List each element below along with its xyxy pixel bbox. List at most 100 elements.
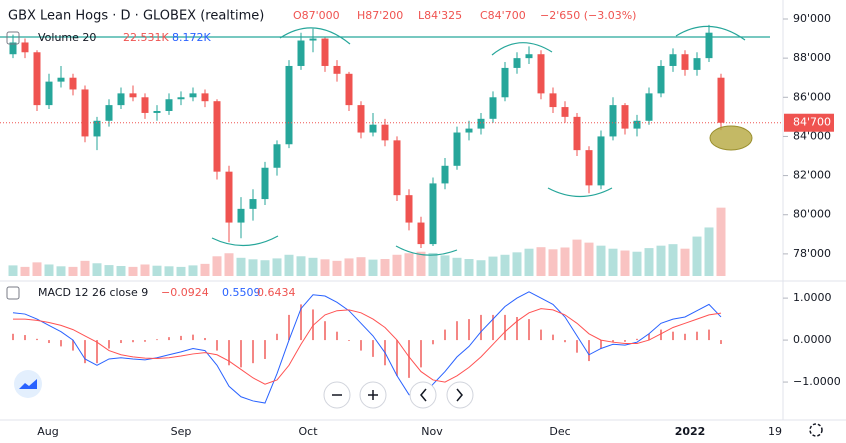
histogram-bar [36, 338, 38, 341]
candle-body [681, 54, 689, 70]
candle-body [129, 93, 137, 98]
volume-bar [464, 259, 474, 276]
scroll-right-button[interactable] [446, 381, 474, 409]
histogram-bar [48, 340, 50, 344]
volume-bar [500, 254, 510, 276]
candle-body [141, 97, 149, 113]
arc [279, 27, 351, 45]
histogram-bar [84, 340, 86, 364]
histogram-bar [660, 329, 662, 341]
histogram-bar [672, 331, 674, 341]
candle-body [225, 171, 233, 223]
ohlc-value: −2'650 (−3.03%) [540, 9, 636, 22]
settings-button[interactable] [809, 423, 823, 437]
arc [491, 42, 553, 56]
volume-bar [572, 239, 582, 276]
histogram-bar [228, 340, 230, 366]
volume-bar [392, 254, 402, 276]
histogram-bar [612, 340, 614, 343]
volume-bar [80, 260, 90, 276]
volume-bar [176, 266, 186, 276]
volume-bar [476, 260, 486, 276]
histogram-bar [408, 340, 410, 378]
icons [332, 388, 463, 402]
ohlc-value: L84'325 [418, 9, 462, 22]
candle-body [417, 222, 425, 245]
candle-body [597, 136, 605, 186]
volume-value: 22.531K [123, 31, 169, 44]
toolbar-icons [332, 388, 463, 402]
last-price-box [784, 113, 834, 132]
candle-body [237, 208, 245, 223]
candle-body [81, 89, 89, 137]
volume-bar [8, 265, 18, 276]
histogram-bar [348, 340, 350, 341]
y-tick-label: 84'000 [793, 129, 831, 142]
histogram-bar [492, 314, 494, 341]
macd-signal-value: 0.6434 [257, 286, 296, 299]
candle-body [717, 77, 725, 123]
volume-bar [344, 258, 354, 276]
histogram-bar [144, 340, 146, 342]
candle-body [33, 52, 41, 106]
candle-body [657, 65, 665, 94]
histogram-bar [720, 340, 722, 344]
volume-bar [452, 257, 462, 276]
y-tick-label: 82'000 [793, 169, 831, 182]
y-tick-label: 90'000 [793, 12, 831, 25]
histogram-bar [648, 333, 650, 341]
x-tick-label: Oct [298, 425, 318, 438]
volume-bar [260, 260, 270, 276]
collapse-button[interactable] [6, 31, 20, 45]
arc [395, 245, 458, 256]
histogram-bar [360, 340, 362, 351]
candle-body [441, 165, 449, 184]
logo [14, 370, 42, 398]
volume-bar [704, 227, 714, 276]
ellipse-drawing [709, 125, 753, 151]
candle-body [117, 93, 125, 106]
candle-body [189, 93, 197, 98]
x-tick-label: Nov [421, 425, 443, 438]
y-tick-label: 80'000 [793, 208, 831, 221]
volume-bar [236, 257, 246, 276]
candle-body [705, 32, 713, 59]
candle-body [297, 40, 305, 66]
histogram-bar [564, 340, 566, 343]
scroll-left-button[interactable] [409, 381, 437, 409]
candle-body [105, 105, 113, 121]
candle-body [21, 42, 29, 53]
candle-body [525, 54, 533, 59]
histogram-bar [624, 340, 626, 342]
histogram-bar [504, 314, 506, 341]
histogram-bar [156, 339, 158, 341]
candle-body [477, 118, 485, 129]
candle-body [249, 199, 257, 209]
volume-bar [368, 259, 378, 276]
y-tick-label: −1.0000 [793, 375, 841, 388]
volume-bar [92, 263, 102, 276]
volume-bar [560, 247, 570, 276]
volume-bar [68, 266, 78, 276]
volume-bar [428, 252, 438, 276]
histogram-bar [96, 340, 98, 364]
histogram-bar [528, 319, 530, 341]
histogram-bar [216, 340, 218, 351]
volume-bar [584, 242, 594, 276]
ohlc-legend: O87'000 H87'200 L84'325 C84'700 −2'650 (−3.0… [293, 9, 636, 22]
arc [675, 25, 746, 41]
histogram-bar [336, 331, 338, 341]
volume-bar [404, 253, 414, 276]
histogram-bar [480, 314, 482, 341]
collapse-button[interactable] [6, 286, 20, 300]
volume-bar [164, 266, 174, 276]
candle-body [429, 183, 437, 245]
candle-body [69, 77, 77, 90]
volume-bar [332, 260, 342, 276]
volume-bar [620, 250, 630, 276]
volume-bar [212, 256, 222, 276]
candle-body [9, 42, 17, 55]
candle-body [261, 167, 269, 200]
volume-bar [692, 236, 702, 276]
